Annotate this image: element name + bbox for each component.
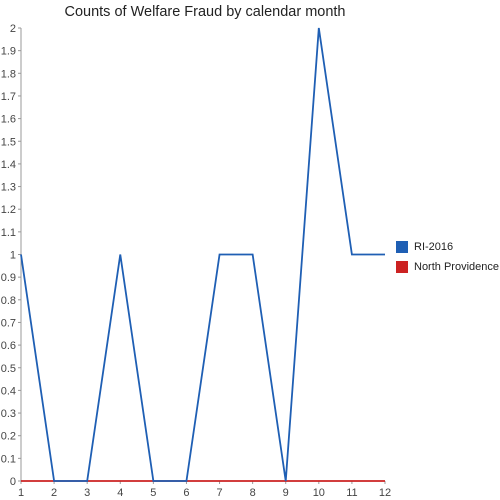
- legend-item: RI-2016: [396, 237, 499, 257]
- y-tick-label: 1.2: [1, 204, 16, 216]
- y-tick-label: 1.8: [1, 68, 16, 80]
- x-tick-label: 6: [183, 487, 189, 499]
- axes: [20, 28, 385, 482]
- y-tick-label: 0.4: [1, 385, 16, 397]
- y-axis-ticks: 0 0.1 0.2 0.3 0.4 0.5 0.6 0.7 0.8 0.9 1 1.1 1.2 1.3 1.…: [1, 23, 21, 488]
- legend-item: North Providence: [396, 257, 499, 277]
- x-tick-label: 11: [346, 487, 357, 499]
- y-tick-label: 0.1: [1, 453, 16, 465]
- x-tick-label: 10: [313, 487, 325, 499]
- x-tick-label: 4: [117, 487, 123, 499]
- x-tick-label: 2: [51, 487, 57, 499]
- y-tick-label: 0.3: [1, 408, 16, 420]
- series-lines: [20, 27, 385, 482]
- y-tick-label: 1.5: [1, 136, 16, 148]
- y-tick-label: 1.3: [1, 182, 16, 194]
- legend-label: RI-2016: [414, 241, 454, 253]
- x-tick-label: 7: [216, 487, 222, 499]
- x-tick-label: 8: [250, 487, 256, 499]
- y-tick-label: 1.1: [1, 227, 16, 239]
- y-tick-label: 0.6: [1, 340, 16, 352]
- legend: RI-2016 North Providence: [396, 237, 499, 277]
- y-tick-label: 0.2: [1, 431, 16, 443]
- y-tick-label: 0.7: [1, 317, 16, 329]
- x-tick-label: 9: [283, 487, 289, 499]
- y-tick-label: 0.9: [1, 272, 16, 284]
- chart-title: Counts of Welfare Fraud by calendar mont…: [64, 4, 346, 20]
- x-axis-ticks: 1 2 3 4 5 6 7 8 9 10 11 12: [18, 481, 391, 499]
- y-tick-label: 1.7: [1, 91, 16, 103]
- x-tick-label: 5: [150, 487, 156, 499]
- y-tick-label: 1: [10, 250, 16, 262]
- legend-label: North Providence: [414, 261, 499, 273]
- x-tick-label: 12: [379, 487, 391, 499]
- series-line-ri-2016: [20, 27, 385, 482]
- y-tick-label: 1.6: [1, 114, 16, 126]
- y-tick-label: 1.4: [1, 159, 16, 171]
- x-tick-label: 3: [84, 487, 90, 499]
- legend-swatch: [396, 261, 408, 273]
- y-tick-label: 0.8: [1, 295, 16, 307]
- y-tick-label: 1.9: [1, 46, 16, 58]
- legend-swatch: [396, 241, 408, 253]
- y-tick-label: 0.5: [1, 363, 16, 375]
- x-tick-label: 1: [18, 487, 24, 499]
- y-tick-label: 2: [10, 23, 16, 35]
- y-tick-label: 0: [10, 476, 16, 488]
